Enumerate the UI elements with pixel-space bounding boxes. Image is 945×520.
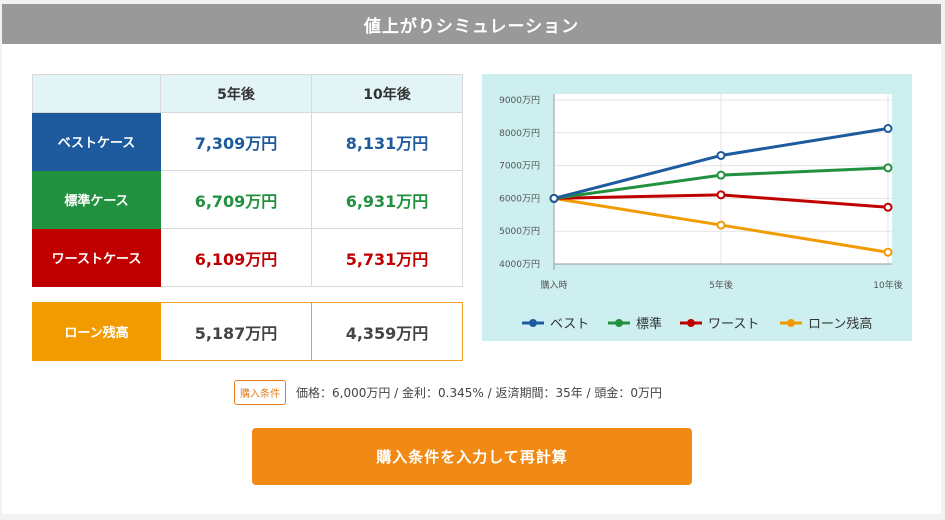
y-tick-label: 4000万円	[499, 259, 540, 270]
table-header-5y: 5年後	[160, 74, 312, 113]
value-number: 5,731	[345, 249, 397, 269]
table-row: ワーストケース 6,109万円 5,731万円	[32, 228, 463, 287]
y-tick-label: 7000万円	[499, 161, 540, 172]
series-point	[883, 163, 893, 173]
loan-value-5y-number: 5,187	[194, 323, 246, 343]
unit-label: 万円	[245, 323, 278, 343]
legend-label: ローン残高	[808, 316, 872, 332]
case-label: 標準ケース	[32, 170, 161, 229]
unit-label: 万円	[396, 249, 429, 269]
value-5y: 6,709万円	[160, 170, 312, 229]
case-label: ベストケース	[32, 112, 161, 171]
simulation-panel: 値上がりシミュレーション 5年後 10年後 ベストケース 7,309万円 8,131…	[2, 4, 941, 514]
value-number: 6,931	[345, 191, 397, 211]
value-5y: 7,309万円	[160, 112, 312, 171]
page-title: 値上がりシミュレーション	[2, 4, 941, 44]
simulation-chart: 9000万円 8000万円 7000万円 6000万円 5000万円 4000万円 購入時 5…	[482, 74, 912, 341]
y-tick-label: 5000万円	[499, 226, 540, 237]
value-10y: 8,131万円	[311, 112, 463, 171]
series-point	[549, 193, 559, 203]
legend-marker-dot	[615, 319, 623, 327]
series-point	[716, 190, 726, 200]
y-tick-label: 9000万円	[499, 95, 540, 106]
series-point	[883, 124, 893, 134]
conditions-badge: 購入条件	[234, 380, 286, 405]
loan-value-10y: 4,359万円	[311, 302, 463, 361]
legend-marker-dot	[687, 319, 695, 327]
x-tick-label: 10年後	[873, 279, 902, 291]
legend-label: ベスト	[550, 317, 589, 332]
legend-label: ワースト	[708, 317, 759, 332]
series-point	[883, 202, 893, 212]
table-header-row: 5年後 10年後	[32, 74, 463, 113]
y-tick-label: 6000万円	[499, 193, 540, 204]
loan-table: ローン残高 5,187万円 4,359万円	[32, 302, 463, 361]
unit-label: 万円	[245, 191, 278, 211]
unit-label: 万円	[396, 323, 429, 343]
value-5y: 6,109万円	[160, 228, 312, 287]
x-tick-label: 購入時	[540, 279, 567, 291]
loan-value-10y-number: 4,359	[345, 323, 397, 343]
series-point	[716, 220, 726, 230]
value-10y: 6,931万円	[311, 170, 463, 229]
loan-row: ローン残高 5,187万円 4,359万円	[32, 302, 463, 361]
legend-marker-dot	[529, 319, 537, 327]
series-point	[716, 170, 726, 180]
table-header-10y: 10年後	[311, 74, 463, 113]
table-row: 標準ケース 6,709万円 6,931万円	[32, 170, 463, 229]
unit-label: 万円	[245, 249, 278, 269]
table-header-corner	[32, 74, 161, 113]
value-number: 7,309	[194, 133, 246, 153]
case-label: ワーストケース	[32, 228, 161, 287]
purchase-conditions: 購入条件 価格：6,000万円 / 金利：0.345% / 返済期間：35年 /…	[234, 380, 662, 405]
series-point	[716, 150, 726, 160]
table-row: ベストケース 7,309万円 8,131万円	[32, 112, 463, 171]
legend-marker-dot	[787, 319, 795, 327]
unit-label: 万円	[396, 191, 429, 211]
value-number: 8,131	[345, 133, 397, 153]
unit-label: 万円	[245, 133, 278, 153]
conditions-text: 価格：6,000万円 / 金利：0.345% / 返済期間：35年 / 頭金：0…	[296, 386, 663, 400]
loan-value-5y: 5,187万円	[160, 302, 312, 361]
value-number: 6,709	[194, 191, 246, 211]
recalculate-button[interactable]: 購入条件を入力して再計算	[252, 428, 692, 485]
series-point	[883, 247, 893, 257]
unit-label: 万円	[396, 133, 429, 153]
simulation-table: 5年後 10年後 ベストケース 7,309万円 8,131万円 標準ケース 6,709万…	[32, 74, 463, 287]
value-10y: 5,731万円	[311, 228, 463, 287]
x-tick-label: 5年後	[709, 279, 733, 291]
legend-label: 標準	[636, 316, 662, 332]
y-tick-label: 8000万円	[499, 128, 540, 139]
value-number: 6,109	[194, 249, 246, 269]
loan-label: ローン残高	[32, 302, 161, 361]
